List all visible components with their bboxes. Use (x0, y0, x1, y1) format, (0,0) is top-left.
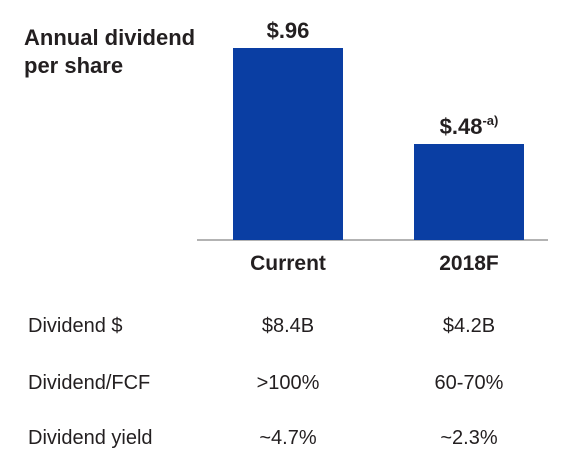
chart-title: Annual dividend per share (24, 24, 195, 80)
category-label-2018f: 2018F (439, 252, 499, 275)
bar-2018f (414, 144, 524, 240)
footnote-marker: -a) (482, 113, 498, 128)
chart-title-line-1: Annual dividend (24, 25, 196, 50)
cell-current-dividend-yield: ~4.7% (259, 427, 317, 449)
cell-2018f-dividend: $4.2B (442, 315, 496, 337)
cell-current-dividend: $8.4B (261, 315, 315, 337)
row-label-dividend: Dividend $ (28, 315, 123, 337)
value-label-current: $.96 (267, 18, 310, 43)
cell-current-dividend-fcf: >100% (256, 372, 320, 394)
cell-2018f-dividend-fcf: 60-70% (434, 372, 504, 394)
category-label-current: Current (250, 252, 326, 275)
row-label-dividend-fcf: Dividend/FCF (28, 372, 151, 394)
bar-chart: $.96 Current $.48-a) 2018F (197, 18, 548, 275)
value-label-2018f: $.48-a) (440, 113, 499, 139)
row-label-dividend-yield: Dividend yield (28, 427, 153, 449)
chart-title-line-2: per share (24, 53, 124, 78)
cell-2018f-dividend-yield: ~2.3% (440, 427, 498, 449)
bar-current (233, 48, 343, 240)
